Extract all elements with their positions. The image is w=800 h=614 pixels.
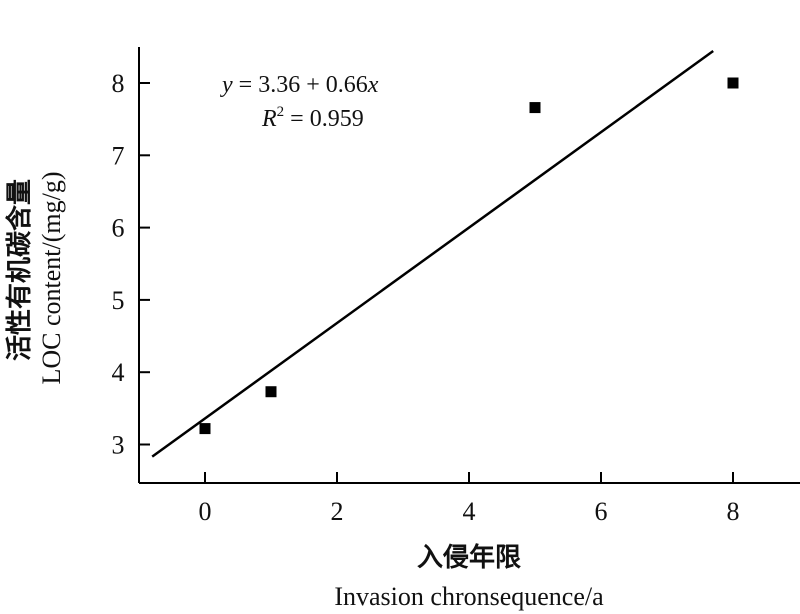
x-tick-label: 4	[463, 497, 476, 526]
y-tick-label: 7	[112, 141, 125, 170]
data-point	[265, 386, 277, 398]
x-axis-label-cn: 入侵年限	[417, 542, 521, 573]
y-tick-label: 5	[112, 286, 125, 315]
data-point	[727, 77, 739, 89]
y-ticks: 3 4 5 6 7 8	[112, 69, 150, 460]
data-point	[199, 423, 211, 435]
regression-line	[151, 50, 714, 458]
y-tick-label: 6	[112, 214, 125, 243]
data-point	[529, 102, 541, 114]
data-points	[199, 77, 739, 435]
x-tick-label: 8	[727, 497, 740, 526]
x-ticks: 0 2 4 6 8	[199, 472, 740, 526]
y-tick-label: 8	[112, 69, 125, 98]
equation-annotation: y = 3.36 + 0.66x	[220, 72, 379, 98]
y-axis-label-cn: 活性有机碳含量	[4, 179, 35, 361]
x-tick-label: 0	[199, 497, 212, 526]
y-axis-label-en: LOC content/(mg/g)	[37, 171, 66, 384]
y-tick-label: 4	[112, 358, 125, 387]
y-tick-label: 3	[112, 431, 125, 460]
x-axis-label-en: Invasion chronsequence/a	[334, 582, 604, 611]
r-squared-annotation: R2 = 0.959	[261, 104, 364, 132]
x-tick-label: 2	[331, 497, 344, 526]
x-tick-label: 6	[595, 497, 608, 526]
